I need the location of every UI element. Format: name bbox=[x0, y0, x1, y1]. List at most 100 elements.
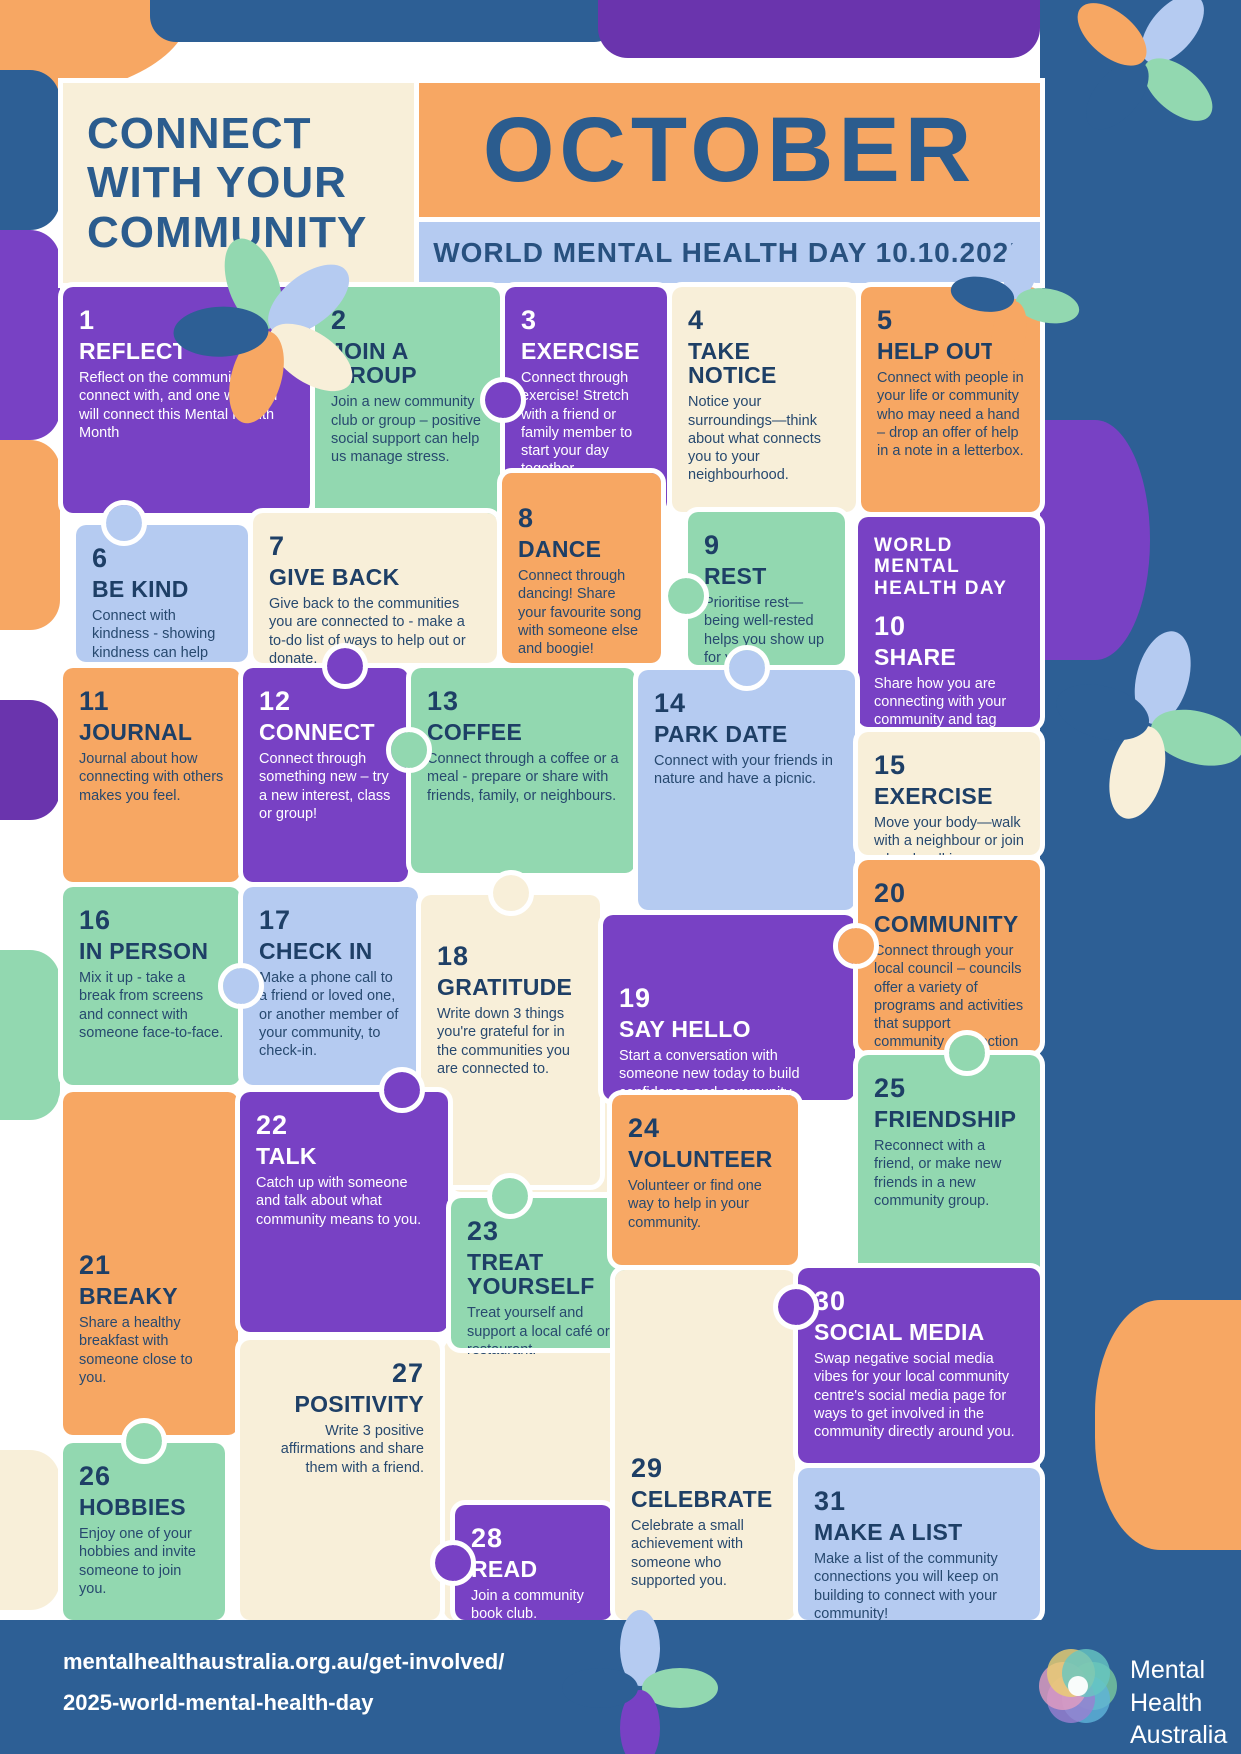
day-title: READ bbox=[471, 1556, 538, 1582]
mental-health-australia-logo: Mental Health Australia bbox=[1030, 1630, 1241, 1749]
day-11-tile: 11 JOURNAL Journal about how connecting wi… bbox=[58, 663, 245, 887]
day-26-tile: 26 HOBBIES Enjoy one of your hobbies and i… bbox=[58, 1418, 230, 1625]
day-number: 30 bbox=[814, 1286, 847, 1316]
puzzle-knob-icon bbox=[487, 1173, 534, 1219]
wmhd-label: WORLD MENTAL HEALTH DAY bbox=[874, 535, 1008, 599]
footer-url[interactable]: mentalhealthaustralia.org.au/get-involve… bbox=[63, 1642, 504, 1723]
day-number: 2 bbox=[331, 305, 348, 335]
day-17-tile: 17 CHECK IN Make a phone call to a friend … bbox=[218, 882, 423, 1090]
logo-text: Mental Health Australia bbox=[1130, 1654, 1241, 1752]
day-title: MAKE A LIST bbox=[814, 1519, 963, 1545]
footer-url-line1[interactable]: mentalhealthaustralia.org.au/get-involve… bbox=[63, 1649, 505, 1674]
day-14-tile: 14 PARK DATE Connect with your friends in … bbox=[633, 645, 860, 915]
day-24-tile: 24 VOLUNTEER Volunteer or find one way to … bbox=[607, 1090, 803, 1270]
day-2-tile: 2 JOIN A GROUP Join a new community club o… bbox=[310, 282, 505, 525]
day-number: 12 bbox=[259, 686, 292, 716]
day-description: Start a conversation with someone new to… bbox=[619, 1048, 800, 1101]
day-number: 15 bbox=[874, 750, 907, 780]
decorative-blob bbox=[0, 700, 60, 820]
day-title: CELEBRATE bbox=[631, 1486, 773, 1512]
puzzle-knob-icon bbox=[773, 1284, 819, 1330]
day-description: Mix it up - take a break from screens an… bbox=[79, 970, 224, 1041]
day-description: Share a healthy breakfast with someone c… bbox=[79, 1315, 193, 1386]
day-30-tile: 30 SOCIAL MEDIA Swap negative social media… bbox=[773, 1263, 1045, 1468]
day-number: 22 bbox=[256, 1110, 289, 1140]
day-description: Connect with your friends in nature and … bbox=[654, 753, 833, 788]
day-number: 25 bbox=[874, 1073, 907, 1103]
day-number: 29 bbox=[631, 1453, 664, 1483]
day-description: Connect with people in your life or comm… bbox=[877, 370, 1024, 460]
day-22-tile: 22 TALK Catch up with someone and talk abo… bbox=[235, 1067, 453, 1337]
logo-center-circle bbox=[1068, 1676, 1088, 1696]
day-number: 17 bbox=[259, 905, 292, 935]
decorative-blob bbox=[1095, 1300, 1241, 1550]
day-title: GRATITUDE bbox=[437, 974, 573, 1000]
day-description: Make a list of the community connections… bbox=[814, 1551, 999, 1622]
day-number: 20 bbox=[874, 878, 907, 908]
day-title: COMMUNITY bbox=[874, 911, 1019, 937]
day-description: Celebrate a small achievement with someo… bbox=[631, 1518, 744, 1589]
day-title: FRIENDSHIP bbox=[874, 1106, 1017, 1132]
day-number: 16 bbox=[79, 905, 112, 935]
day-number: 24 bbox=[628, 1113, 661, 1143]
decorative-flower-petal bbox=[562, 1668, 638, 1708]
day-10-tile: WORLD MENTAL HEALTH DAY 10 SHARE Share how … bbox=[853, 512, 1045, 747]
day-description: Swap negative social media vibes for you… bbox=[814, 1351, 1015, 1441]
day-description: Make a phone call to a friend or loved o… bbox=[259, 970, 399, 1060]
day-7-tile: 7 GIVE BACK Give back to the communities y… bbox=[248, 508, 502, 668]
day-title: DANCE bbox=[518, 536, 602, 562]
day-description: Volunteer or find one way to help in you… bbox=[628, 1178, 762, 1231]
day-title: BREAKY bbox=[79, 1283, 178, 1309]
day-number: 27 bbox=[391, 1358, 424, 1388]
day-number: 7 bbox=[269, 531, 286, 561]
day-title: VOLUNTEER bbox=[628, 1146, 773, 1172]
decorative-blob bbox=[598, 0, 1040, 58]
puzzle-knob-icon bbox=[379, 1067, 426, 1113]
day-21-tile: 21 BREAKY Share a healthy breakfast with s… bbox=[58, 1087, 243, 1440]
day-title: CHECK IN bbox=[259, 938, 373, 964]
day-27-tile: 27 POSITIVITY Write 3 positive affirmation… bbox=[235, 1335, 445, 1625]
puzzle-knob-icon bbox=[487, 870, 534, 916]
day-title: REST bbox=[704, 563, 767, 589]
day-13-tile: 13 COFFEE Connect through a coffee or a me… bbox=[386, 663, 640, 878]
decorative-blob bbox=[0, 70, 60, 230]
day-number: 28 bbox=[471, 1523, 504, 1553]
puzzle-knob-icon bbox=[218, 963, 264, 1009]
puzzle-knob-icon bbox=[480, 376, 526, 423]
footer-url-line2[interactable]: 2025-world-mental-health-day bbox=[63, 1689, 374, 1715]
decorative-blob bbox=[1040, 420, 1150, 660]
puzzle-knob-icon bbox=[322, 643, 369, 689]
day-title: IN PERSON bbox=[79, 938, 209, 964]
day-title: JOURNAL bbox=[79, 719, 193, 745]
day-16-tile: 16 IN PERSON Mix it up - take a break from… bbox=[58, 882, 245, 1090]
day-description: Connect through something new – try a ne… bbox=[259, 751, 391, 822]
day-18-tile: 18 GRATITUDE Write down 3 things you're gr… bbox=[416, 870, 605, 1190]
logo-flower-icon bbox=[1030, 1638, 1126, 1734]
day-9-tile: 9 REST Prioritise rest—being well-rested h… bbox=[663, 507, 850, 684]
puzzle-knob-icon bbox=[833, 923, 879, 970]
decorative-blob bbox=[150, 0, 620, 42]
day-28-tile: 28 READ Join a community book club. bbox=[430, 1500, 617, 1625]
day-31-tile: 31 MAKE A LIST Make a list of the communit… bbox=[793, 1463, 1045, 1625]
day-description: Reconnect with a friend, or make new fri… bbox=[874, 1138, 1002, 1209]
day-19-tile: 19 SAY HELLO Start a conversation with som… bbox=[598, 910, 860, 1105]
day-description: Connect through a coffee or a meal - pre… bbox=[427, 751, 619, 804]
day-title: EXERCISE bbox=[874, 783, 993, 809]
day-number: 9 bbox=[704, 530, 721, 560]
day-number: 11 bbox=[79, 686, 110, 716]
day-title: REFLECT bbox=[79, 338, 188, 364]
logo-text-line2: Australia bbox=[1130, 1721, 1228, 1749]
day-description: Give back to the communities you are con… bbox=[269, 596, 466, 667]
day-number: 3 bbox=[521, 305, 538, 335]
day-description: Write 3 positive affirmations and share … bbox=[280, 1423, 424, 1476]
day-description: Catch up with someone and talk about wha… bbox=[256, 1175, 422, 1228]
logo-text-line1: Mental Health bbox=[1130, 1656, 1206, 1717]
day-5-tile: 5 HELP OUT Connect with people in your lif… bbox=[856, 282, 1045, 517]
decorative-blob bbox=[0, 1450, 60, 1610]
day-description: Notice your surroundings—think about wha… bbox=[688, 394, 822, 484]
day-6-tile: 6 BE KIND Connect with kindness - showing … bbox=[71, 500, 253, 697]
puzzle-knob-icon bbox=[944, 1030, 991, 1076]
day-title: POSITIVITY bbox=[294, 1391, 424, 1417]
day-number: 14 bbox=[654, 688, 687, 718]
day-title: TALK bbox=[256, 1143, 317, 1169]
